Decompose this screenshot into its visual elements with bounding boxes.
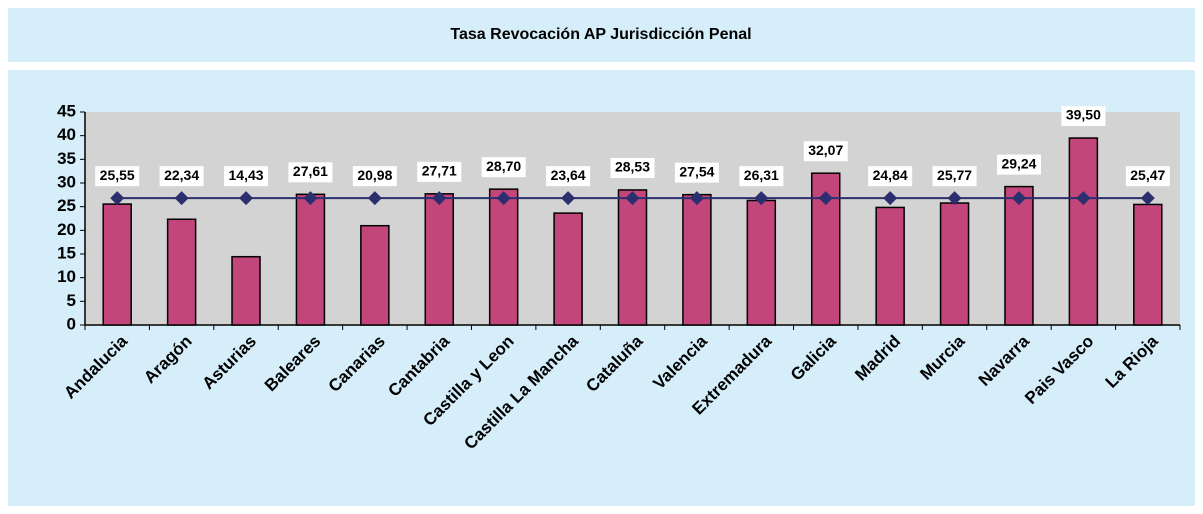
title-box — [8, 8, 1195, 62]
value-label-box — [481, 157, 526, 178]
bar — [1004, 185, 1034, 326]
bar — [875, 206, 905, 326]
bar — [102, 203, 132, 326]
bar — [488, 188, 519, 326]
y-tick-label: 30 — [57, 172, 76, 191]
y-tick-label: 20 — [57, 220, 76, 239]
value-label-box — [417, 161, 462, 182]
y-tick-label: 0 — [67, 314, 76, 333]
line-marker — [174, 191, 189, 206]
value-label: 29,24 — [1001, 155, 1036, 171]
value-label: 25,55 — [100, 167, 135, 183]
value-label-box — [95, 166, 140, 187]
y-tick-label: 10 — [57, 267, 76, 286]
value-label-box — [224, 166, 269, 187]
value-label-box — [932, 166, 977, 187]
y-tick-label: 15 — [57, 243, 76, 262]
bar — [682, 193, 712, 326]
bar — [617, 189, 648, 326]
line-marker — [1140, 191, 1155, 206]
bar — [939, 202, 970, 326]
value-label-box — [803, 141, 848, 162]
y-tick-label: 25 — [57, 196, 76, 215]
value-label: 28,70 — [486, 158, 521, 174]
value-label-box — [352, 166, 397, 187]
y-tick-label: 5 — [67, 291, 76, 310]
line-marker — [496, 191, 511, 206]
bar — [295, 193, 326, 326]
value-label: 27,61 — [293, 163, 328, 179]
value-label: 20,98 — [357, 167, 392, 183]
line-marker — [1076, 191, 1091, 206]
bar — [1133, 203, 1163, 326]
bar — [424, 193, 455, 326]
line-marker — [303, 191, 318, 206]
value-label: 24,84 — [873, 167, 908, 183]
line-marker — [689, 191, 704, 206]
value-label: 27,54 — [679, 163, 714, 179]
value-label-box — [996, 154, 1041, 175]
line-marker — [625, 191, 640, 206]
value-label: 14,43 — [229, 167, 264, 183]
value-label: 26,31 — [744, 167, 779, 183]
value-label-box — [739, 166, 784, 187]
value-label: 27,71 — [422, 163, 457, 179]
chart-title: Tasa Revocación AP Jurisdicción Penal — [450, 26, 751, 43]
bar — [231, 255, 261, 326]
value-label-box — [610, 157, 655, 178]
line-marker — [1011, 191, 1026, 206]
line-marker — [818, 191, 833, 206]
line-marker — [561, 191, 576, 206]
value-label-box — [868, 166, 913, 187]
bar — [553, 212, 583, 326]
line-marker — [883, 191, 898, 206]
value-label-box — [288, 162, 333, 183]
line-marker — [367, 191, 382, 206]
bar — [746, 199, 777, 326]
value-label-box — [1061, 106, 1106, 127]
value-label: 25,47 — [1130, 167, 1165, 183]
line-marker — [754, 191, 769, 206]
value-label: 28,53 — [615, 159, 650, 175]
line-marker — [432, 191, 447, 206]
y-tick-label: 40 — [57, 125, 76, 144]
value-label: 39,50 — [1066, 107, 1101, 123]
value-label-box — [674, 162, 719, 183]
line-marker — [947, 191, 962, 206]
value-label-box — [159, 166, 204, 187]
value-label: 22,34 — [164, 167, 199, 183]
bar — [166, 218, 197, 326]
value-label: 25,77 — [937, 167, 972, 183]
y-tick-label: 45 — [57, 101, 76, 120]
bar — [1068, 137, 1099, 326]
value-label: 23,64 — [551, 167, 586, 183]
value-label-box — [1125, 166, 1170, 187]
value-label-box — [546, 166, 591, 187]
line-marker — [239, 191, 254, 206]
bar — [360, 224, 390, 326]
value-label: 32,07 — [808, 142, 843, 158]
y-tick-label: 35 — [57, 149, 76, 168]
line-marker — [110, 191, 125, 206]
